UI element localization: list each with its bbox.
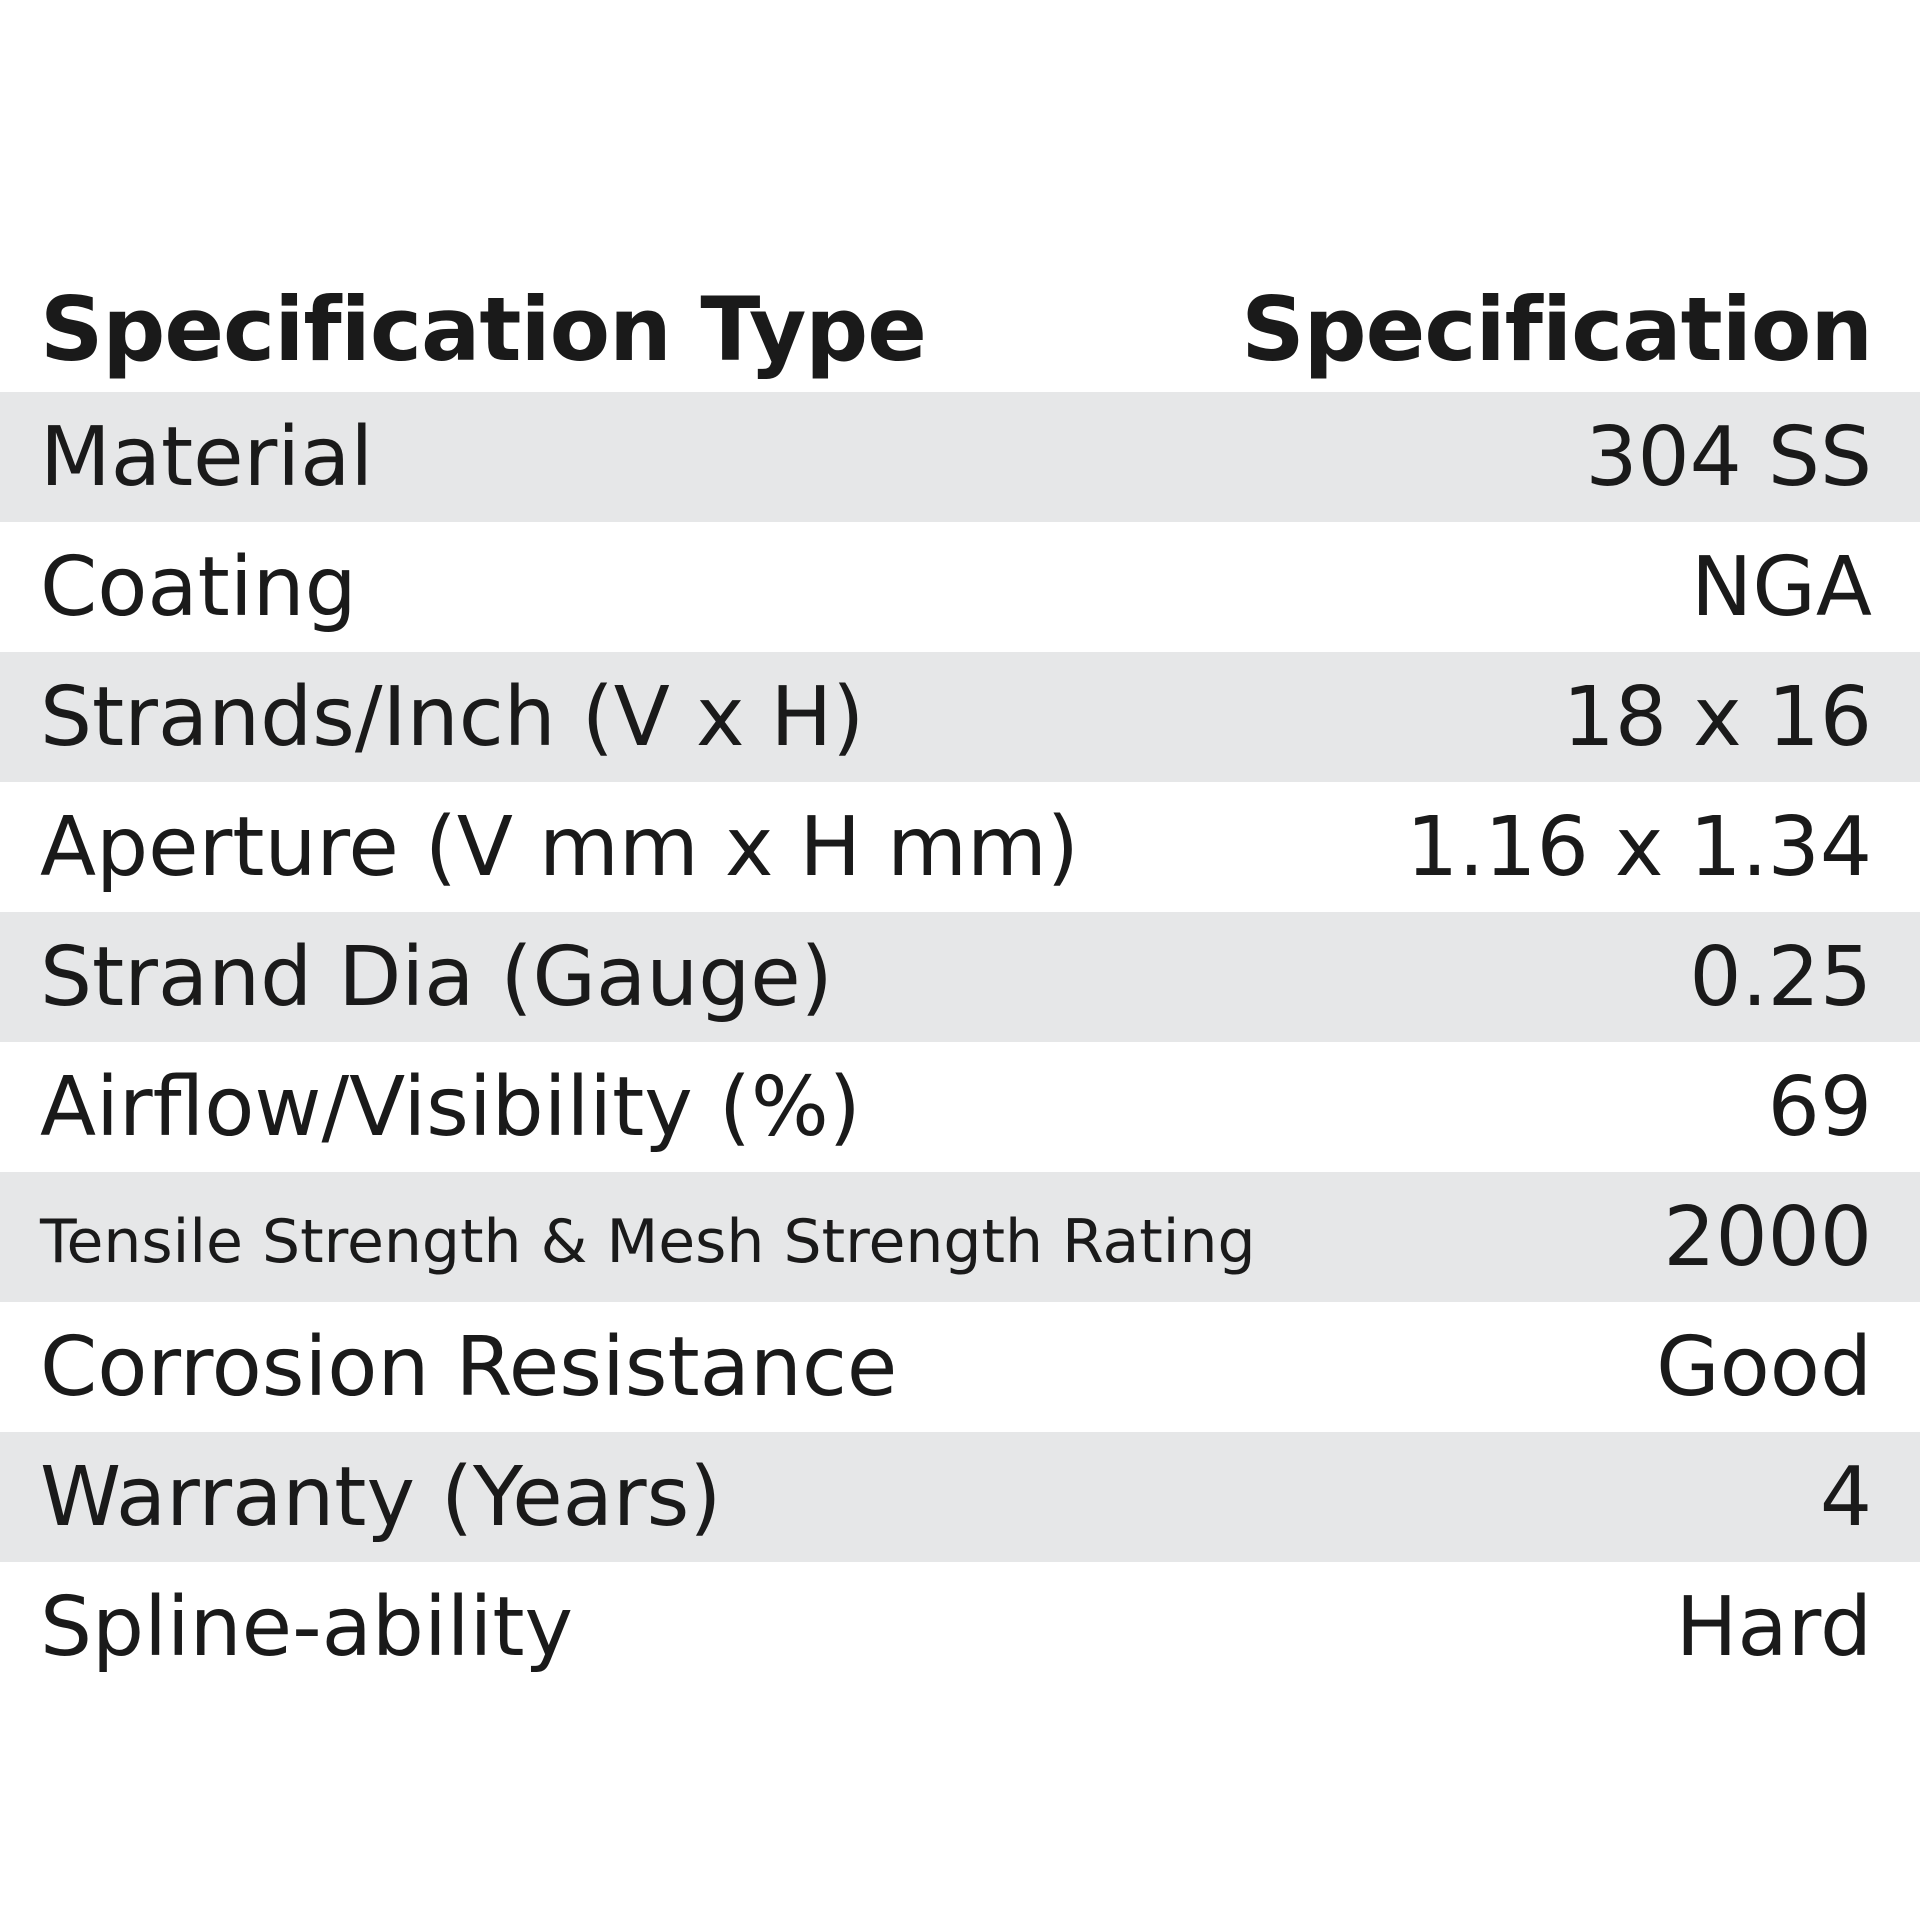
row-value: 0.25	[1689, 929, 1872, 1025]
row-value: 304 SS	[1585, 409, 1872, 505]
header-spec: Specification	[1241, 278, 1873, 381]
row-type: Strand Dia (Gauge)	[40, 929, 833, 1025]
table-row: Tensile Strength & Mesh Strength Rating …	[0, 1172, 1920, 1302]
table-header: Specification Type Specification	[0, 232, 1920, 392]
row-value: Good	[1656, 1319, 1872, 1415]
table-row: Strand Dia (Gauge) 0.25	[0, 912, 1920, 1042]
row-type: Strands/Inch (V x H)	[40, 669, 865, 765]
table-row: Airflow/Visibility (%) 69	[0, 1042, 1920, 1172]
header-spec-type: Specification Type	[40, 278, 927, 381]
spec-table: Specification Type Specification Materia…	[0, 232, 1920, 1692]
row-value: 69	[1767, 1059, 1872, 1155]
row-type: Material	[40, 409, 374, 505]
table-row: Material 304 SS	[0, 392, 1920, 522]
row-type: Corrosion Resistance	[40, 1319, 898, 1415]
table-row: Spline-ability Hard	[0, 1562, 1920, 1692]
row-type: Spline-ability	[40, 1579, 573, 1675]
table-row: Warranty (Years) 4	[0, 1432, 1920, 1562]
row-value: Hard	[1675, 1579, 1872, 1675]
row-value: NGA	[1691, 539, 1872, 635]
row-value: 2000	[1663, 1189, 1872, 1285]
table-row: Coating NGA	[0, 522, 1920, 652]
table-row: Corrosion Resistance Good	[0, 1302, 1920, 1432]
row-value: 18 x 16	[1562, 669, 1872, 765]
row-type: Coating	[40, 539, 357, 635]
row-type: Airflow/Visibility (%)	[40, 1059, 861, 1155]
row-value: 4	[1819, 1449, 1872, 1545]
row-type: Aperture (V mm x H mm)	[40, 799, 1079, 895]
table-row: Aperture (V mm x H mm) 1.16 x 1.34	[0, 782, 1920, 912]
row-type: Tensile Strength & Mesh Strength Rating	[40, 1207, 1256, 1277]
row-value: 1.16 x 1.34	[1406, 799, 1872, 895]
table-row: Strands/Inch (V x H) 18 x 16	[0, 652, 1920, 782]
row-type: Warranty (Years)	[40, 1449, 722, 1545]
